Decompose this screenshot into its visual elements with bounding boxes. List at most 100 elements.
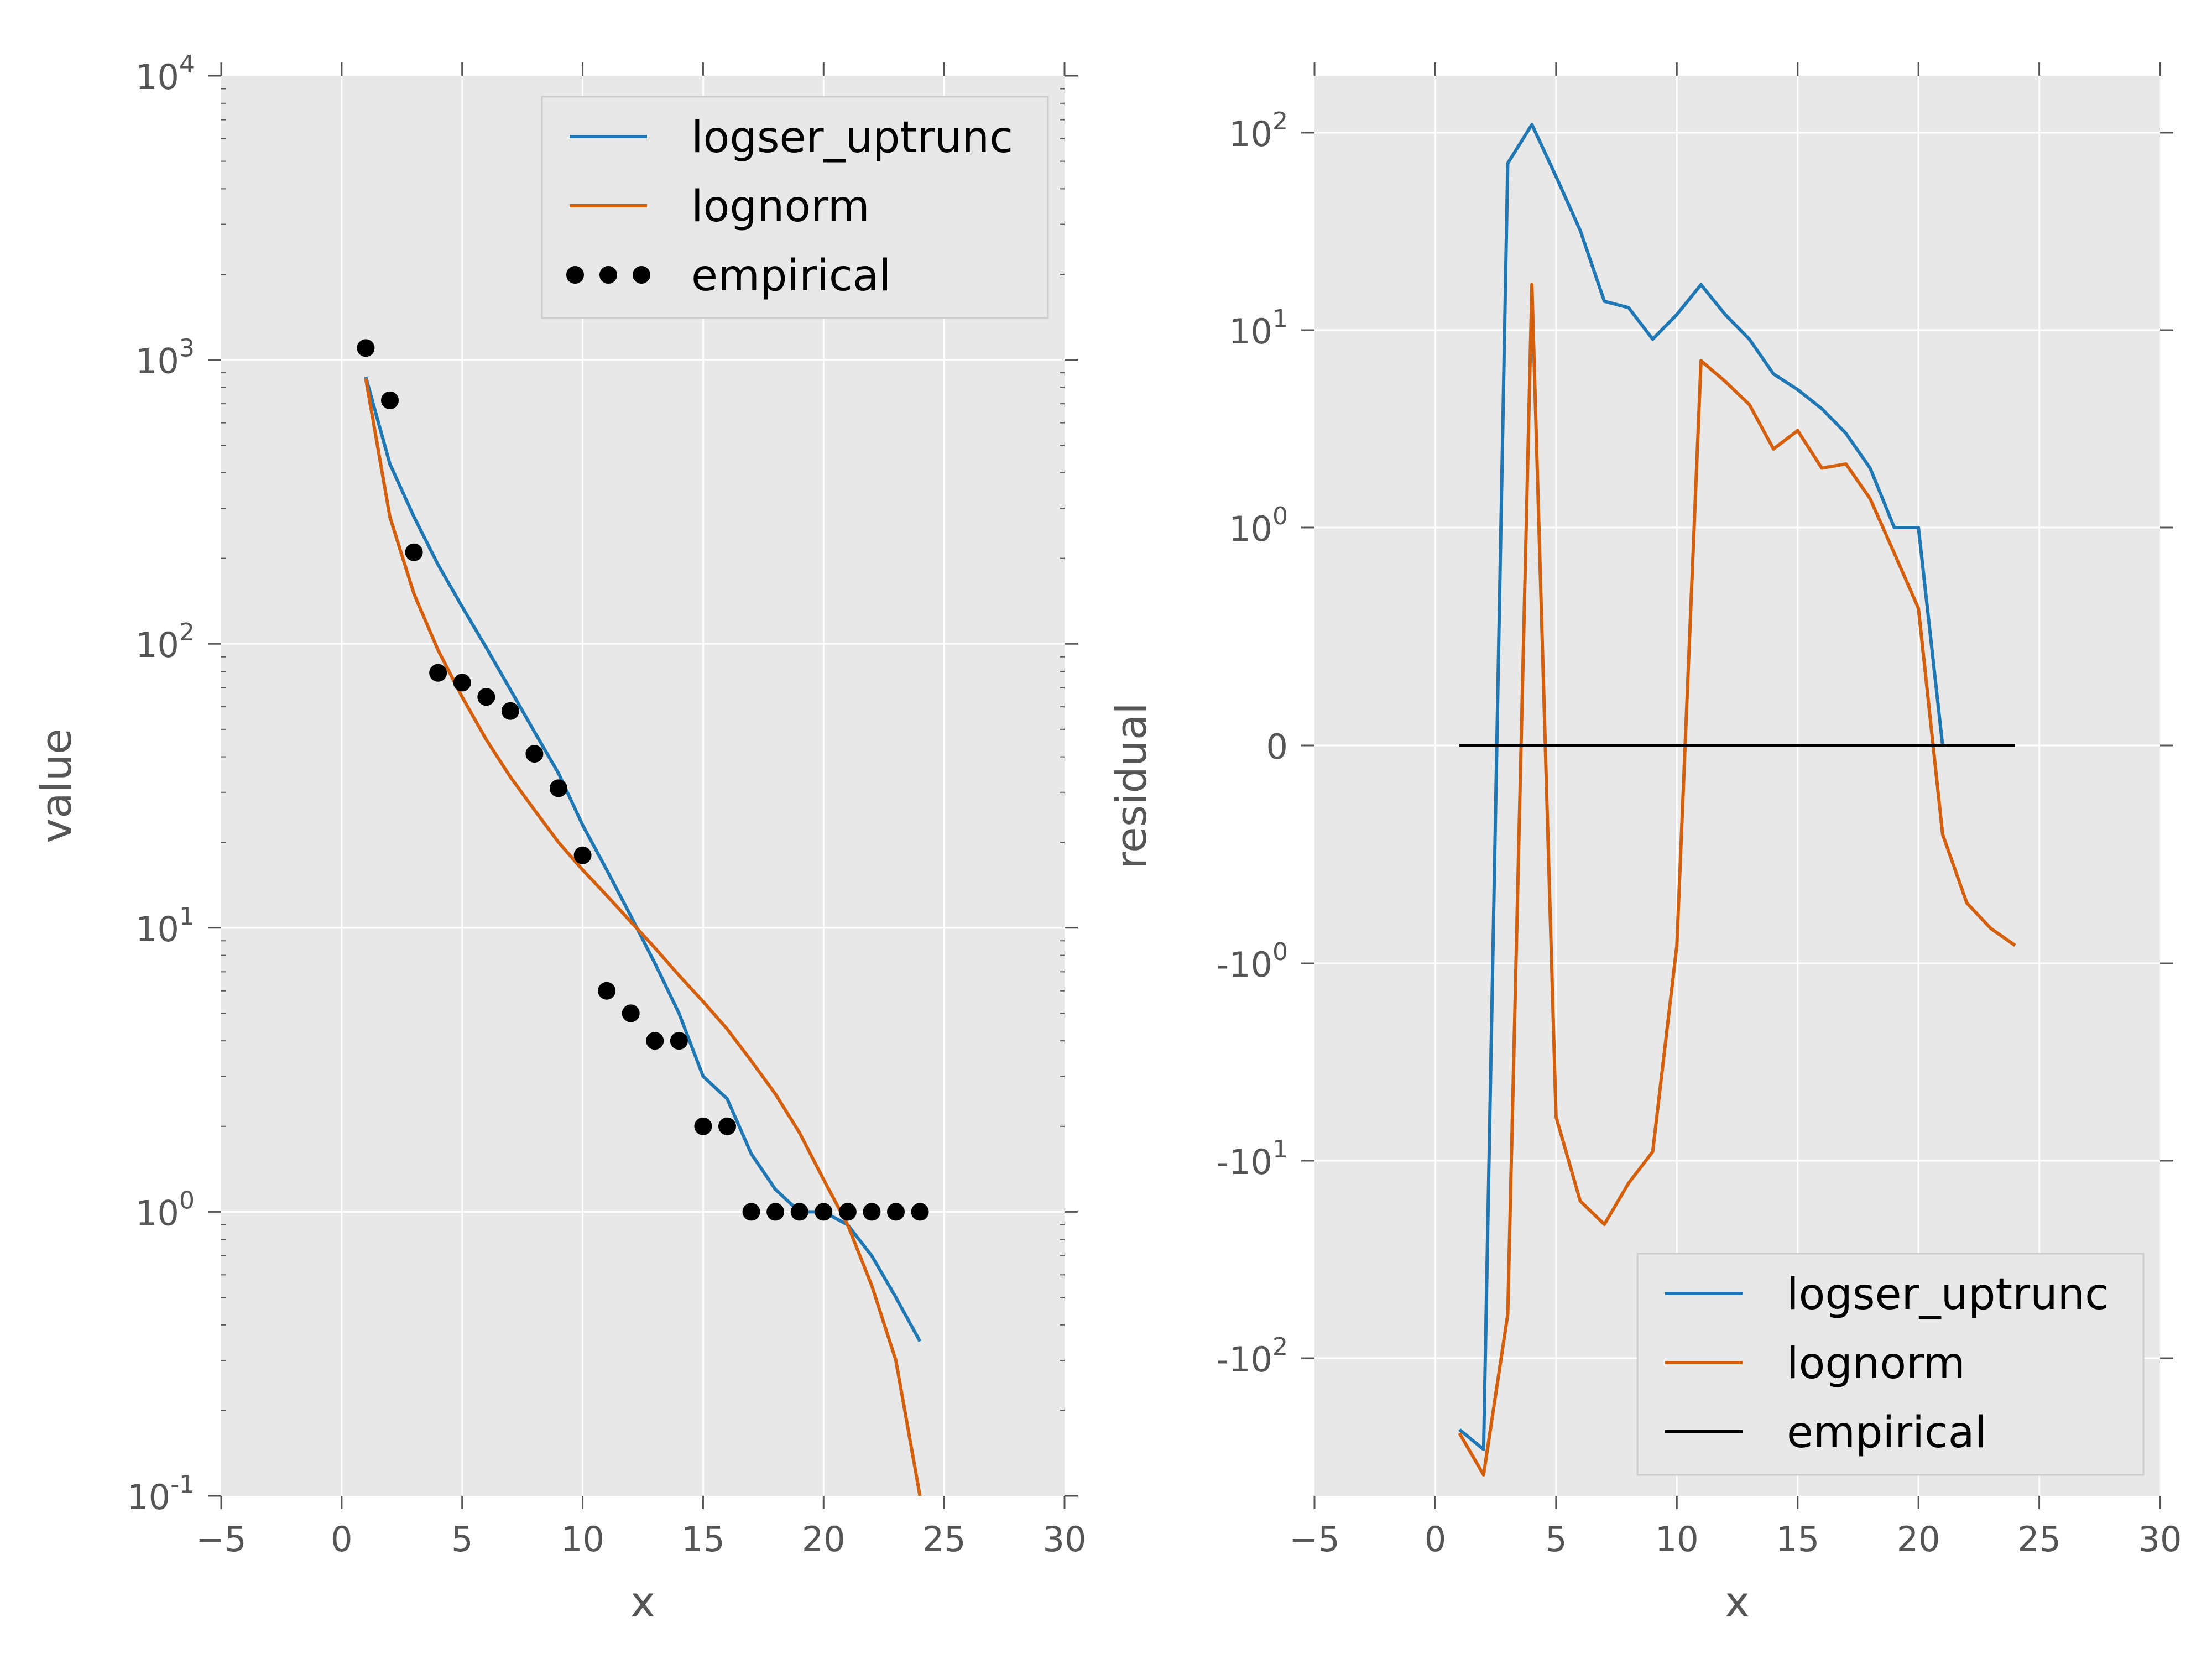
y-tick-base: -10: [1217, 1142, 1272, 1182]
x-axis-label: x: [630, 1577, 655, 1626]
y-tick-base: 10: [135, 909, 179, 950]
y-tick-base: 0: [1266, 727, 1288, 767]
y-tick-label: 102: [1229, 107, 1288, 154]
x-tick-label: −5: [196, 1519, 246, 1559]
empirical-point: [742, 1203, 760, 1221]
lognorm-line: [1458, 283, 2016, 1477]
y-tick-label: -101: [1217, 1135, 1288, 1182]
y-tick-base: 10: [135, 625, 179, 665]
empirical-point: [357, 339, 375, 357]
empirical-point: [863, 1203, 881, 1221]
y-tick-base: 10: [135, 341, 179, 382]
empirical-point: [718, 1117, 736, 1135]
y-tick-label: 102: [135, 618, 195, 665]
y-tick-exponent: 3: [179, 335, 195, 363]
legend-label: empirical: [691, 251, 891, 301]
empirical-point: [477, 688, 495, 706]
empirical-point: [381, 391, 399, 409]
y-tick-exponent: 0: [179, 1186, 195, 1214]
y-tick-label: 10-1: [127, 1470, 195, 1517]
x-tick-label: 20: [1897, 1519, 1940, 1559]
empirical-point: [694, 1117, 712, 1135]
y-tick-base: 10: [1229, 114, 1272, 154]
y-tick-base: 10: [1229, 311, 1272, 352]
empirical-point: [429, 664, 447, 682]
empirical-point: [766, 1203, 785, 1221]
empirical-point: [790, 1203, 808, 1221]
legend-label: empirical: [1787, 1408, 1986, 1458]
legend-label: logser_uptrunc: [1787, 1270, 2109, 1319]
legend-label: lognorm: [691, 182, 870, 232]
legend-marker: [566, 266, 584, 284]
y-tick-label: 100: [135, 1186, 195, 1233]
y-tick-exponent: 1: [179, 902, 195, 931]
y-tick-base: 10: [1229, 509, 1272, 549]
y-tick-base: 10: [135, 1193, 179, 1233]
empirical-point: [525, 745, 544, 763]
y-tick-base: -10: [1217, 945, 1272, 985]
y-tick-exponent: 0: [1272, 938, 1288, 966]
x-tick-label: 0: [331, 1519, 352, 1559]
x-tick-label: 25: [922, 1519, 966, 1559]
y-tick-exponent: 2: [1272, 107, 1288, 135]
y-tick-exponent: 1: [1272, 1135, 1288, 1164]
y-tick-base: 10: [127, 1477, 170, 1517]
right-chart-panel: −5 0 5 10 15 20 25 30-102-101-1000100101102xres…: [1107, 62, 2182, 1626]
x-tick-label: −5: [1289, 1519, 1339, 1559]
x-tick-label: 15: [681, 1519, 725, 1559]
x-axis-label: x: [1725, 1577, 1750, 1626]
y-tick-exponent: -1: [170, 1470, 195, 1499]
empirical-point: [573, 846, 592, 864]
empirical-point: [550, 779, 567, 797]
empirical-point: [838, 1203, 857, 1221]
y-axis-label: residual: [1107, 702, 1156, 869]
y-tick-label: 0: [1266, 727, 1288, 767]
empirical-point: [887, 1203, 905, 1221]
legend-marker: [633, 266, 650, 284]
y-tick-exponent: 2: [1272, 1333, 1288, 1361]
empirical-point: [405, 543, 423, 561]
legend-marker: [599, 266, 617, 284]
legend-label: logser_uptrunc: [691, 113, 1013, 163]
x-tick-label: 5: [451, 1519, 473, 1559]
empirical-point: [501, 702, 519, 720]
x-tick-label: 15: [1776, 1519, 1819, 1559]
x-tick-label: 0: [1425, 1519, 1446, 1559]
y-axis-label: value: [32, 728, 81, 843]
empirical-point: [622, 1004, 640, 1022]
y-tick-exponent: 4: [179, 50, 195, 79]
y-tick-label: 104: [135, 50, 195, 97]
series-group: [357, 339, 929, 1496]
y-tick-exponent: 1: [1272, 305, 1288, 333]
y-tick-label: -102: [1217, 1333, 1288, 1380]
y-tick-label: 103: [135, 335, 195, 382]
empirical-point: [598, 982, 616, 1000]
y-tick-exponent: 2: [179, 618, 195, 646]
x-tick-label: 10: [1655, 1519, 1699, 1559]
empirical-point: [453, 674, 471, 692]
x-tick-label: 30: [1043, 1519, 1087, 1559]
x-tick-label: 10: [561, 1519, 604, 1559]
legend-label: lognorm: [1787, 1339, 1965, 1389]
logser-uptrunc-line: [1458, 123, 2015, 1452]
y-tick-label: 100: [1229, 502, 1288, 549]
empirical-point: [646, 1032, 664, 1050]
y-tick-exponent: 0: [1272, 502, 1288, 530]
empirical-point: [670, 1032, 688, 1050]
x-tick-label: 25: [2017, 1519, 2061, 1559]
y-tick-base: -10: [1217, 1339, 1272, 1380]
y-tick-base: 10: [135, 57, 179, 97]
y-tick-label: -100: [1217, 938, 1288, 985]
empirical-point: [911, 1203, 929, 1221]
x-tick-label: 20: [802, 1519, 846, 1559]
x-tick-label: 5: [1545, 1519, 1567, 1559]
series-group: [1458, 123, 2016, 1477]
empirical-point: [815, 1203, 833, 1221]
left-chart-panel: −5 0 5 10 15 20 25 3010-1100101102103104xvaluel…: [32, 50, 1086, 1626]
y-tick-label: 101: [1229, 305, 1288, 352]
y-tick-label: 101: [135, 902, 195, 950]
x-tick-label: 30: [2138, 1519, 2182, 1559]
